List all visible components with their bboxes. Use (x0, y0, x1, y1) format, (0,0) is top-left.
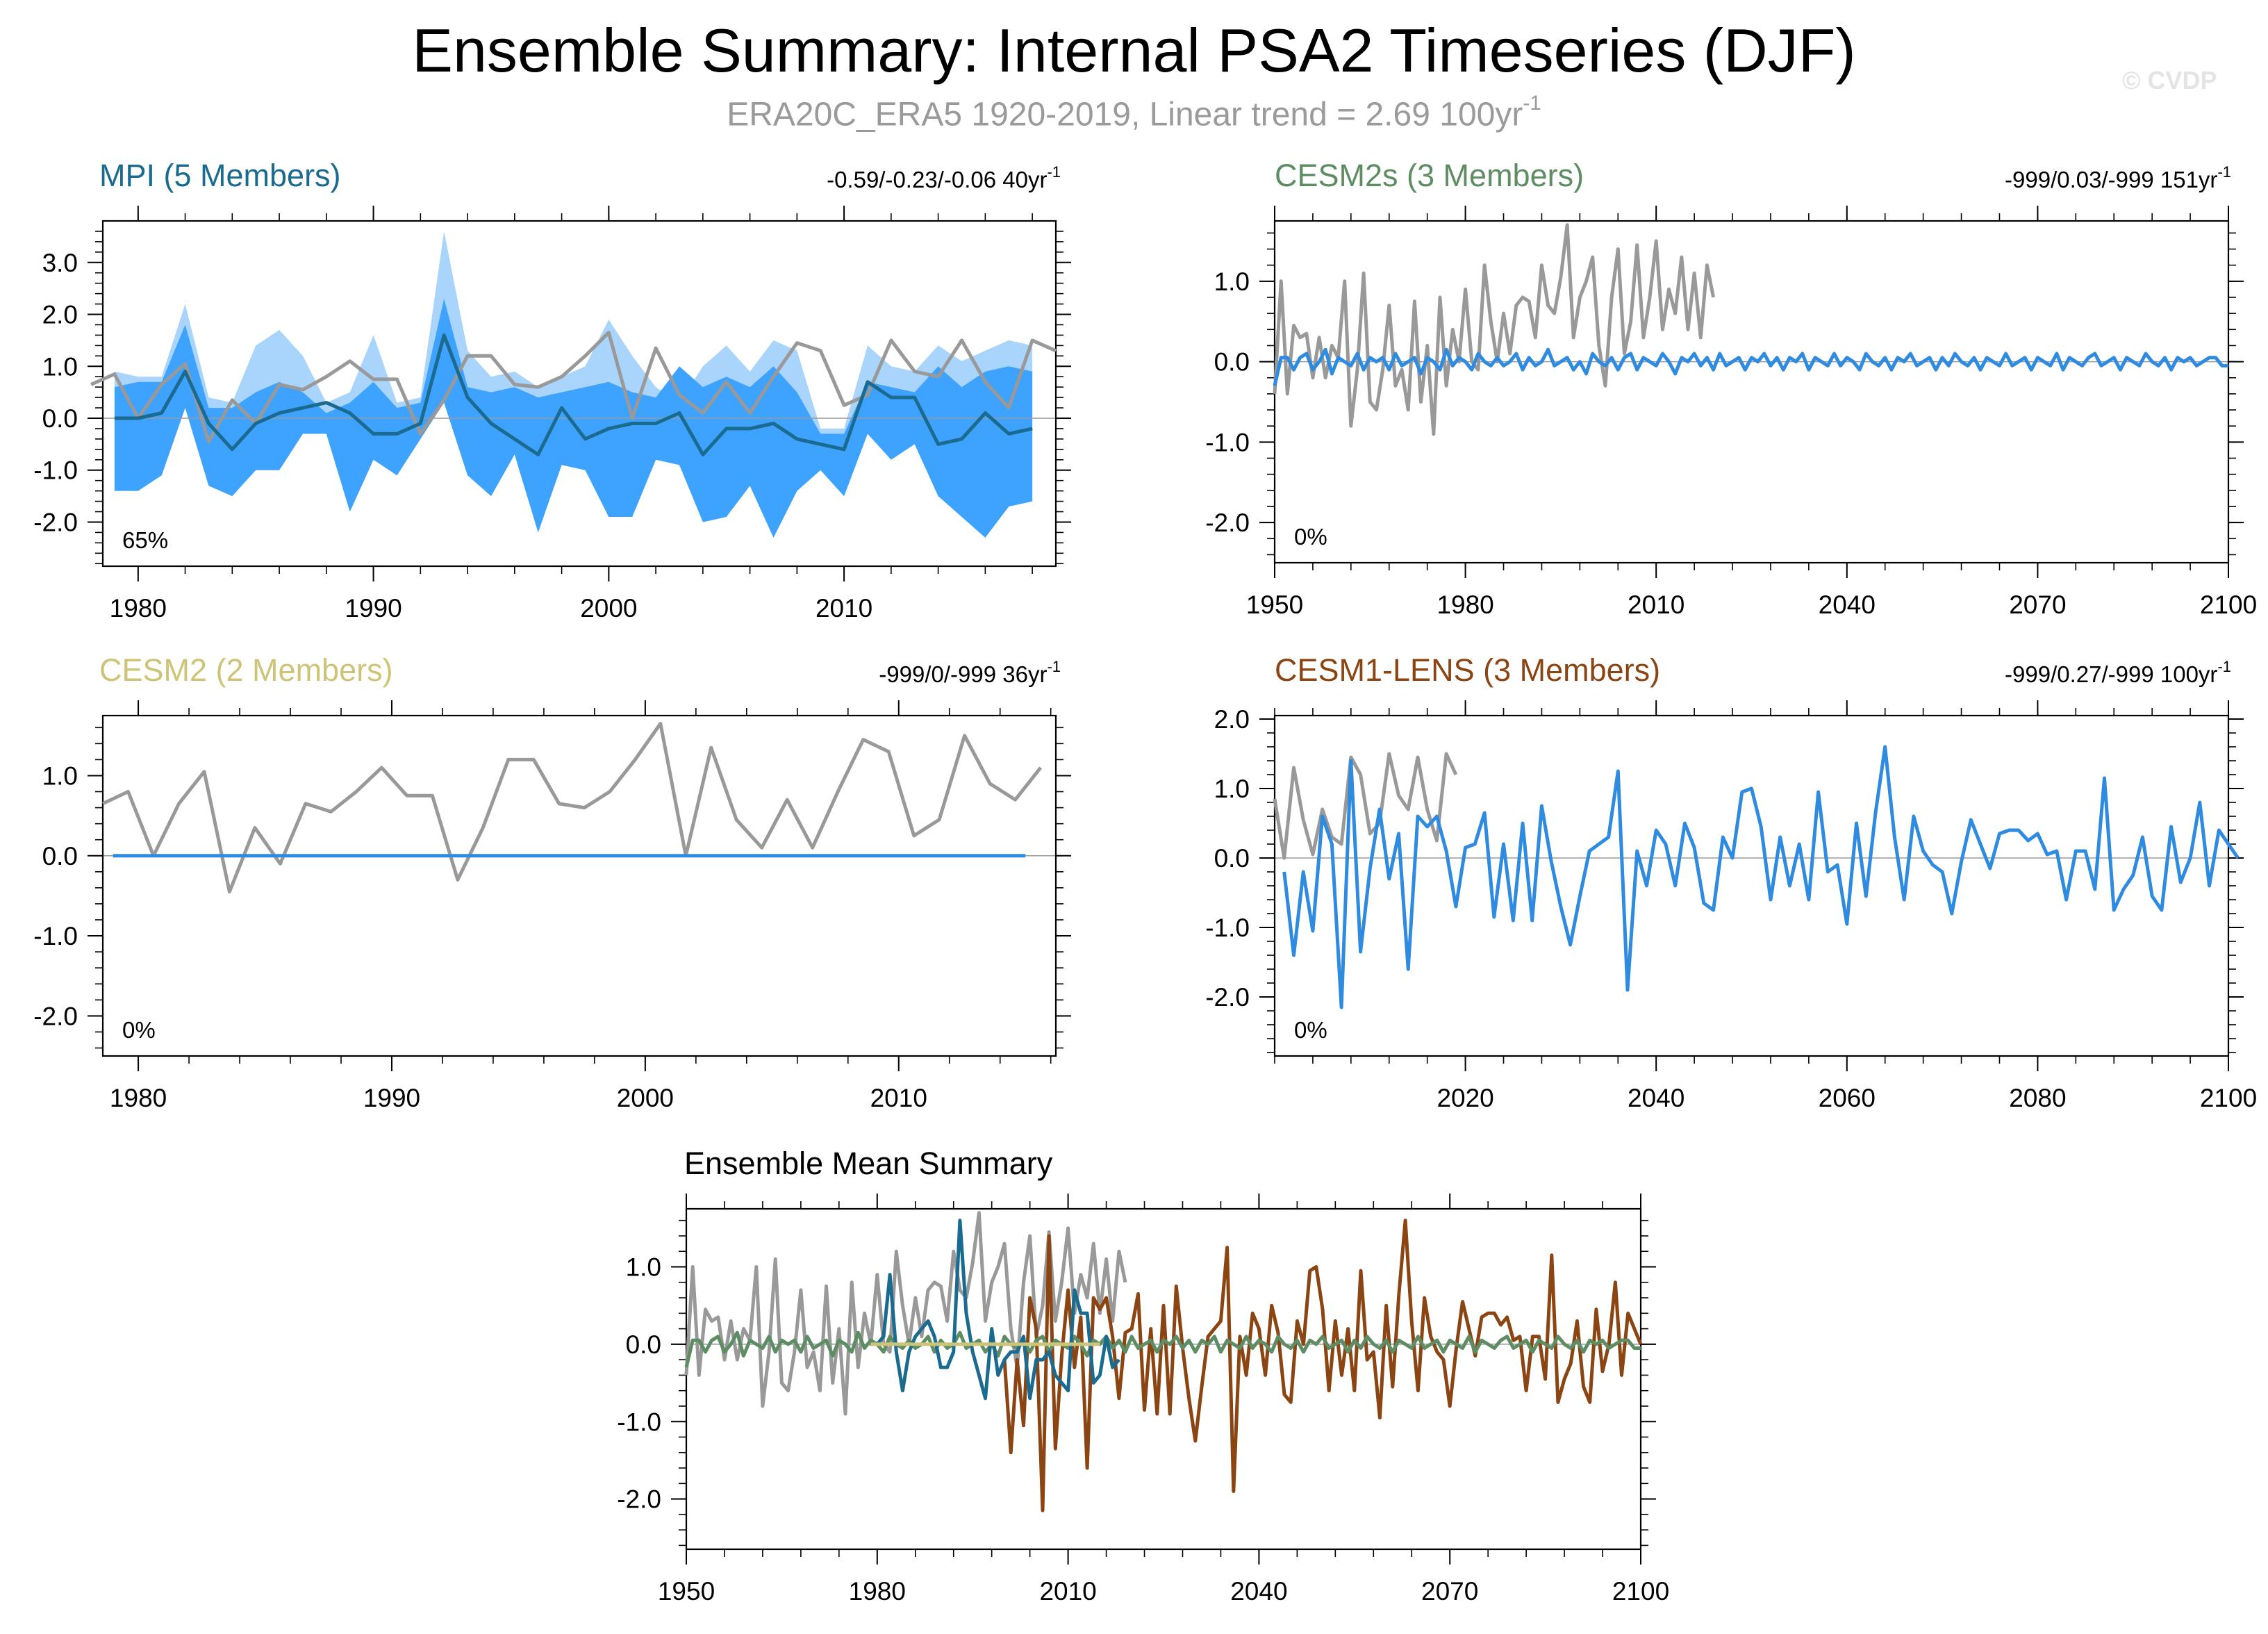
cesm2-y-tick-label: -2.0 (33, 1002, 78, 1030)
cesm2-x-tick-label: 1980 (110, 1084, 167, 1112)
cesm2s-y-tick-label: -2.0 (1205, 509, 1250, 537)
cesm1-y-tick-label: 1.0 (1214, 775, 1250, 803)
cesm2-y-tick-label: 1.0 (42, 761, 78, 790)
cesm2s-y-tick-label: 0.0 (1214, 348, 1250, 377)
cesm2-panel-stats: -999/0/-999 36yr-1 (879, 658, 1061, 687)
cesm1-y-tick-label: 2.0 (1214, 705, 1250, 734)
cesm1-y-tick-label: -2.0 (1205, 983, 1250, 1012)
mpi-outer-spread-band (114, 231, 1033, 538)
summary-x-tick-label: 1950 (658, 1577, 715, 1606)
cesm2s-y-tick-label: -1.0 (1205, 428, 1250, 456)
summary-cesm2s-line (684, 1330, 1641, 1368)
cesm2s-x-tick-label: 2040 (1819, 591, 1876, 619)
cesm2s-y-tick-label: 1.0 (1214, 267, 1250, 296)
cesm2s-plot-frame (1273, 220, 2230, 564)
cesm1-x-tick-label: 2100 (2200, 1084, 2257, 1112)
cvdp-watermark: © CVDP (2122, 66, 2217, 94)
mpi-y-tick-label: 0.0 (42, 404, 78, 433)
cesm2-obs-line (101, 722, 1043, 894)
summary-x-tick-label: 2010 (1039, 1577, 1096, 1606)
cesm1-x-tick-label: 2020 (1437, 1084, 1493, 1112)
cesm2s-x-tick-label: 1950 (1246, 591, 1303, 619)
mpi-x-tick-label: 1980 (110, 594, 167, 622)
summary-x-tick-label: 2040 (1230, 1577, 1287, 1606)
cesm2s-x-tick-label: 2010 (1628, 591, 1685, 619)
figure-subtitle: ERA20C_ERA5 1920-2019, Linear trend = 2.… (0, 92, 2268, 133)
cesm2-percent-label: 0% (122, 1017, 156, 1043)
mpi-percent-label: 65% (122, 527, 168, 553)
cesm1-y-tick-label: -1.0 (1205, 914, 1250, 942)
cesm2s-percent-label: 0% (1294, 524, 1327, 550)
subtitle-superscript: -1 (1523, 92, 1541, 115)
summary-cesm1-lens-line (1002, 1219, 1643, 1512)
mpi-obs-line (90, 331, 1057, 444)
cesm1-obs-line (1273, 752, 1458, 860)
summary-x-tick-label: 2070 (1421, 1577, 1478, 1606)
mpi-y-tick-label: -1.0 (33, 456, 78, 485)
cesm1-x-tick-label: 2080 (2009, 1084, 2066, 1112)
cesm2s-obs-line (1273, 223, 1716, 436)
cesm2s-x-tick-label: 1980 (1437, 591, 1493, 619)
summary-x-tick-label: 2100 (1612, 1577, 1669, 1606)
summary-plot-frame (685, 1207, 1642, 1551)
cesm2-panel-title: CESM2 (2 Members) (99, 652, 393, 688)
summary-y-tick-label: 0.0 (626, 1330, 661, 1359)
mpi-x-tick-label: 2010 (816, 594, 872, 622)
summary-y-tick-label: -2.0 (617, 1485, 661, 1514)
cesm1-y-tick-label: 0.0 (1214, 844, 1250, 873)
mpi-y-tick-label: -2.0 (33, 508, 78, 536)
mpi-y-tick-label: 2.0 (42, 301, 78, 329)
cesm2-plot-frame (101, 714, 1057, 1057)
cesm1-percent-label: 0% (1294, 1017, 1327, 1043)
summary-x-tick-label: 1980 (849, 1577, 906, 1606)
cesm1-ensemble-mean-line (1282, 745, 2240, 1009)
summary-y-tick-label: 1.0 (626, 1253, 661, 1282)
figure-title: Ensemble Summary: Internal PSA2 Timeseri… (412, 16, 1856, 85)
mpi-x-tick-label: 1990 (345, 594, 402, 622)
mpi-plot-frame (101, 220, 1057, 568)
mpi-panel-stats: -0.59/-0.23/-0.06 40yr-1 (827, 163, 1061, 192)
cesm1-panel-stats: -999/0.27/-999 100yr-1 (2005, 658, 2231, 687)
cesm2-x-tick-label: 2000 (617, 1084, 674, 1112)
summary-observations-line (684, 1211, 1127, 1416)
cesm2-x-tick-label: 2010 (870, 1084, 927, 1112)
subtitle-text: ERA20C_ERA5 1920-2019, Linear trend = 2.… (727, 96, 1523, 133)
mpi-x-tick-label: 2000 (580, 594, 637, 622)
cesm2s-x-tick-label: 2070 (2009, 591, 2066, 619)
cesm2-x-tick-label: 1990 (363, 1084, 420, 1112)
cesm1-x-tick-label: 2060 (1819, 1084, 1876, 1112)
summary-y-tick-label: -1.0 (617, 1408, 661, 1436)
cesm2s-panel-stats: -999/0.03/-999 151yr-1 (2005, 163, 2231, 192)
mpi-ensemble-mean-line (114, 333, 1033, 456)
cesm1-panel-title: CESM1-LENS (3 Members) (1275, 652, 1660, 688)
mpi-y-tick-label: 1.0 (42, 352, 78, 381)
cesm1-plot-frame (1273, 714, 2230, 1057)
mpi-y-tick-label: 3.0 (42, 249, 78, 277)
cesm2-y-tick-label: -1.0 (33, 922, 78, 950)
cesm2s-x-tick-label: 2100 (2200, 591, 2257, 619)
cesm2-y-tick-label: 0.0 (42, 842, 78, 870)
mpi-panel-title: MPI (5 Members) (99, 158, 341, 193)
cesm1-x-tick-label: 2040 (1628, 1084, 1685, 1112)
summary-panel-title: Ensemble Mean Summary (684, 1146, 1053, 1181)
cesm2s-panel-title: CESM2s (3 Members) (1275, 158, 1584, 193)
cesm2s-ensemble-mean-line (1273, 347, 2228, 386)
